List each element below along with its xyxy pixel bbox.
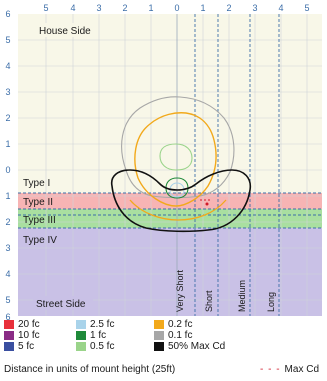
left-axis-label: 6 [5, 312, 10, 320]
legend-swatch [76, 342, 86, 351]
legend: 20 fc 10 fc 5 fc 2.5 fc 1 fc 0.5 fc 0.2 … [4, 319, 323, 379]
range-lines [194, 14, 280, 316]
left-axis-label: 0 [5, 165, 10, 175]
legend-swatch [76, 331, 86, 340]
top-axis-label: 3 [96, 3, 101, 13]
legend-label: 20 fc [18, 319, 40, 330]
max-cd-marker [200, 199, 212, 206]
top-axis-label: 1 [148, 3, 153, 13]
type-ii-label: Type II [23, 197, 53, 208]
contour-50-max-cd [110, 169, 252, 233]
top-axis-label: 0 [174, 3, 179, 13]
left-axis-label: 6 [5, 9, 10, 19]
left-axis-label: 3 [5, 87, 10, 97]
medium-label: Medium [237, 280, 247, 312]
left-axis-label: 1 [5, 191, 10, 201]
legend-swatch [4, 331, 14, 340]
type-ii-band [18, 193, 322, 209]
legend-item: 2.5 fc [76, 319, 114, 330]
type-iii-band [18, 209, 322, 228]
legend-swatch [4, 342, 14, 351]
max-cd-dash-icon: - - - [260, 364, 281, 375]
top-axis-label: 5 [43, 3, 48, 13]
left-axis-label: 1 [5, 139, 10, 149]
legend-label: 0.2 fc [168, 319, 193, 330]
legend-swatch [76, 320, 86, 329]
contours [110, 96, 252, 233]
contour-0-1fc [121, 96, 235, 199]
isofootcandle-plot: 5 4 3 2 1 0 1 2 3 4 5 6 5 4 3 2 1 0 1 2 … [5, 3, 322, 320]
left-axis-label: 5 [5, 35, 10, 45]
legend-item: 0.2 fc [154, 319, 192, 330]
left-axis-label: 2 [5, 113, 10, 123]
legend-swatch [154, 342, 164, 351]
top-axis-label: 4 [278, 3, 283, 13]
legend-label: 0.5 fc [90, 341, 115, 352]
left-axis-label: 2 [5, 217, 10, 227]
legend-swatch [154, 331, 164, 340]
legend-label: 50% Max Cd [168, 341, 226, 352]
contour-0-2fc [134, 112, 217, 207]
legend-label: 1 fc [90, 330, 107, 341]
top-axis-label: 4 [70, 3, 75, 13]
left-axis-label: 4 [5, 61, 10, 71]
left-axis-label: 3 [5, 243, 10, 253]
type-iii-label: Type III [23, 215, 56, 226]
street-side-label: Street Side [36, 299, 86, 310]
top-axis-label: 5 [304, 3, 309, 13]
legend-swatch [154, 320, 164, 329]
left-axis-label: 5 [5, 295, 10, 305]
legend-item: 50% Max Cd [154, 341, 225, 352]
max-cd-label: Max Cd [284, 364, 319, 375]
legend-item: 20 fc [4, 319, 40, 330]
type-iv-label: Type IV [23, 235, 57, 246]
very-short-label: Very Short [175, 269, 185, 312]
legend-label: 2.5 fc [90, 319, 115, 330]
legend-item: 1 fc [76, 330, 106, 341]
contour-0-2fc-lower [129, 199, 227, 221]
long-label: Long [266, 292, 276, 312]
top-axis-label: 1 [200, 3, 205, 13]
legend-item: 5 fc [4, 341, 34, 352]
max-cd-legend: - - - Max Cd [260, 364, 319, 375]
legend-swatch [4, 320, 14, 329]
left-axis-label: 4 [5, 269, 10, 279]
top-axis-label: 3 [252, 3, 257, 13]
legend-item: 0.1 fc [154, 330, 192, 341]
type-boundaries [18, 192, 322, 229]
top-axis-label: 2 [226, 3, 231, 13]
caption: Distance in units of mount height (25ft) [4, 364, 176, 375]
type-i-label: Type I [23, 178, 50, 189]
short-label: Short [204, 290, 214, 312]
contour-0-5fc [159, 143, 193, 171]
legend-label: 5 fc [18, 341, 35, 352]
legend-label: 10 fc [18, 330, 40, 341]
house-side-label: House Side [39, 26, 91, 37]
legend-item: 10 fc [4, 330, 40, 341]
legend-label: 0.1 fc [168, 330, 193, 341]
legend-item: 0.5 fc [76, 341, 114, 352]
top-axis-label: 2 [122, 3, 127, 13]
